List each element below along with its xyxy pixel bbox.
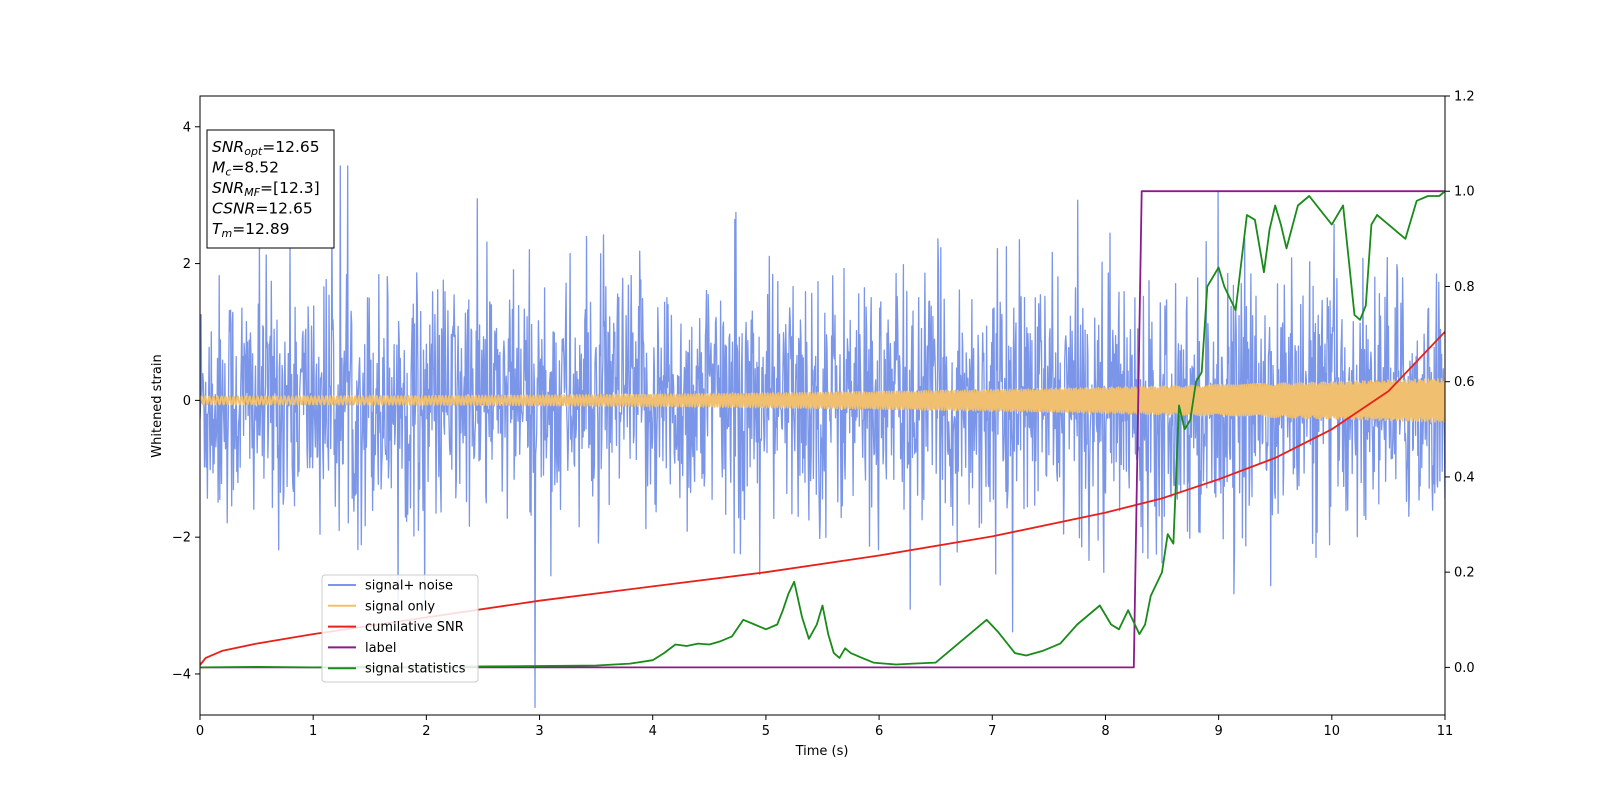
legend-entry-2: cumilative SNR — [365, 620, 464, 635]
y2-tick-label-1: 0.2 — [1454, 566, 1475, 581]
y-tick-label-3: 2 — [183, 257, 191, 272]
y-tick-label-1: −2 — [172, 531, 191, 546]
y2-tick-label-5: 1.0 — [1454, 185, 1475, 200]
x-tick-label-2: 2 — [422, 724, 430, 739]
x-tick-label-10: 10 — [1324, 724, 1341, 739]
x-tick-label-4: 4 — [649, 724, 657, 739]
x-tick-label-0: 0 — [196, 724, 204, 739]
series-line-2 — [200, 331, 1445, 666]
x-tick-label-6: 6 — [875, 724, 883, 739]
legend-entry-4: signal statistics — [365, 662, 466, 677]
annotation-line-4: Tm=12.89 — [212, 220, 290, 240]
y2-tick-label-3: 0.6 — [1454, 375, 1475, 390]
y-tick-label-4: 4 — [183, 120, 191, 135]
legend-frame — [321, 574, 479, 683]
x-axis-label: Time (s) — [795, 744, 849, 759]
x-tick-label-11: 11 — [1437, 724, 1454, 739]
annotation-line-0: SNRopt=12.65 — [212, 138, 320, 158]
y2-tick-label-2: 0.4 — [1454, 470, 1475, 485]
axes-layer: 0 1 2 3 4 5 6 7 8 9 10 11 −4 −2 0 2 4 0.0 0.2 0.4 0.6 0.8 1.0 1… — [172, 90, 1475, 740]
annotation-line-2: SNRMF=[12.3] — [212, 179, 320, 199]
series-line-1 — [200, 377, 1445, 423]
series-line-4 — [200, 190, 1445, 669]
plot-frame — [199, 95, 1446, 716]
x-tick-label-8: 8 — [1101, 724, 1109, 739]
x-tick-label-7: 7 — [988, 724, 996, 739]
x-tick-label-3: 3 — [535, 724, 543, 739]
series-layer — [200, 165, 1445, 709]
annotation-line-3: CSNR=12.65 — [212, 200, 313, 218]
annotation-frame — [206, 129, 335, 249]
y-tick-label-0: −4 — [172, 667, 191, 682]
y-axis-label: Whitened strain — [150, 354, 165, 457]
legend-entry-1: signal only — [365, 599, 435, 614]
x-tick-label-1: 1 — [309, 724, 317, 739]
series-line-3 — [200, 190, 1445, 669]
x-tick-label-9: 9 — [1214, 724, 1222, 739]
legend-entry-0: signal+ noise — [365, 579, 453, 594]
y2-tick-label-6: 1.2 — [1454, 90, 1475, 105]
annotation-line-1: Mc=8.52 — [212, 159, 279, 179]
y2-tick-label-4: 0.8 — [1454, 280, 1475, 295]
legend: signal+ noise signal only cumilative SNR la… — [321, 574, 479, 683]
y-tick-label-2: 0 — [183, 394, 191, 409]
legend-entry-3: label — [365, 641, 396, 656]
annotation-box: SNRopt=12.65Mc=8.52SNRMF=[12.3]CSNR=12.6… — [206, 129, 335, 249]
y2-tick-label-0: 0.0 — [1454, 661, 1475, 676]
x-tick-label-5: 5 — [762, 724, 770, 739]
